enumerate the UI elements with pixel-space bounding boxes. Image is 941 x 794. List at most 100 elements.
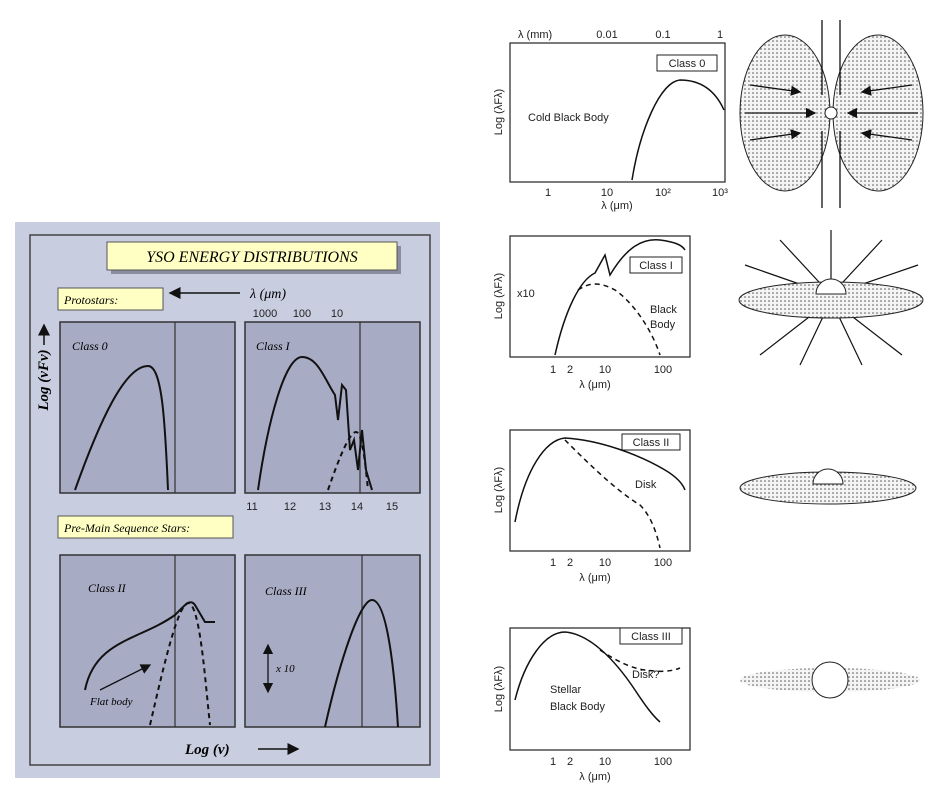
tick-label: 15 [386, 501, 398, 513]
panel [59, 321, 236, 494]
tick-label: 2 [567, 756, 573, 768]
tick-label: 2 [567, 557, 573, 569]
shape [815, 278, 847, 295]
tick-label: 10 [331, 308, 343, 320]
tick-label: 10 [599, 756, 611, 768]
class-label: Class II [633, 437, 670, 449]
shape [749, 84, 802, 96]
sketch-class-3 [740, 661, 920, 699]
tick-label: 10 [599, 557, 611, 569]
y-label: Log (νFν) [36, 349, 52, 411]
class-label: Class I [639, 260, 673, 272]
tick-label: 14 [351, 501, 363, 513]
tick-label: 100 [654, 756, 672, 768]
plot-frame [509, 235, 691, 358]
y-label: Log (λFλ) [493, 89, 505, 135]
right-plots: λ (mm) 0.01 0.1 1 Class 0 Cold Black Bod… [493, 29, 728, 783]
axis-label: λ (μm) [249, 287, 286, 302]
shape [860, 129, 913, 141]
plot-frame [509, 627, 691, 751]
shape [811, 661, 849, 699]
tick-label: 10³ [712, 187, 728, 199]
plot-frame [509, 42, 726, 183]
title: YSO ENERGY DISTRIBUTIONS [146, 249, 358, 266]
shape [824, 106, 838, 120]
title-box [106, 241, 398, 271]
axis-label: λ (mm) [518, 29, 552, 41]
curve-label: Disk? [632, 669, 660, 681]
curve [74, 364, 169, 491]
class-label: Class III [631, 631, 671, 643]
tick-label: 10 [601, 187, 613, 199]
x-label: λ (μm) [579, 572, 610, 584]
left-panel: YSO ENERGY DISTRIBUTIONS Protostars: λ (… [15, 222, 440, 778]
sketch-class-1 [738, 230, 924, 366]
class-box [656, 54, 718, 72]
tick-label: 12 [284, 501, 296, 513]
section-label: Pre-Main Sequence Stars: [63, 521, 190, 535]
curve-label: Disk [635, 479, 657, 491]
annotation: Flat body [89, 696, 133, 708]
x-label: λ (μm) [579, 771, 610, 783]
section-label: Protostars: [63, 293, 118, 307]
arrow [99, 664, 152, 691]
tick-label: 1 [545, 187, 551, 199]
panel [59, 554, 236, 728]
dividers [174, 322, 363, 727]
tick-label: 1000 [253, 308, 277, 320]
curve [257, 355, 373, 491]
class-box [619, 627, 683, 645]
curve [599, 649, 681, 673]
tick-label: 10 [599, 364, 611, 376]
sketch-class-0 [739, 20, 924, 208]
tick-label: 2 [567, 364, 573, 376]
curve [149, 601, 211, 726]
shape [812, 468, 844, 485]
shape [860, 84, 913, 96]
curve [631, 79, 725, 181]
plot-frame [509, 429, 691, 552]
curve [514, 437, 686, 523]
panel-label: Class I [256, 339, 291, 353]
tick-label: 10² [655, 187, 671, 199]
sketch-class-2 [739, 468, 917, 505]
curve [327, 430, 369, 491]
tick-label: 100 [654, 364, 672, 376]
panel [244, 554, 421, 728]
tick-label: 0.1 [655, 29, 670, 41]
curve [564, 439, 661, 549]
curve [514, 631, 661, 723]
class-label: Class 0 [669, 58, 706, 70]
x-label: λ (μm) [579, 379, 610, 391]
shape [749, 129, 802, 141]
tick-label: 1 [717, 29, 723, 41]
panel-label: Class III [265, 584, 308, 598]
x-label: λ (μm) [601, 200, 632, 212]
class-box [621, 433, 681, 451]
curve [554, 239, 686, 356]
tick-label: 100 [654, 557, 672, 569]
curve-label: Cold Black Body [528, 112, 609, 124]
panel-label: Class II [88, 581, 127, 595]
tick-label: 13 [319, 501, 331, 513]
curve-label: Stellar [550, 684, 582, 696]
curve-label: Black [650, 304, 677, 316]
y-label: Log (λFλ) [493, 666, 505, 712]
sketches [738, 20, 924, 699]
class-box [629, 256, 683, 274]
curve [577, 283, 661, 356]
panel-label: Class 0 [72, 339, 108, 353]
x-label: Log (ν) [184, 742, 230, 758]
curve-label: Body [650, 319, 676, 331]
tick-label: 100 [293, 308, 311, 320]
label-box [57, 515, 234, 539]
tick-label: 11 [246, 501, 257, 513]
curve-label: Black Body [550, 701, 606, 713]
tick-label: 1 [550, 557, 556, 569]
annotation: x 10 [275, 663, 295, 675]
label-box [57, 287, 164, 311]
shape [745, 20, 918, 208]
curve [84, 601, 215, 691]
tick-label: 0.01 [596, 29, 617, 41]
